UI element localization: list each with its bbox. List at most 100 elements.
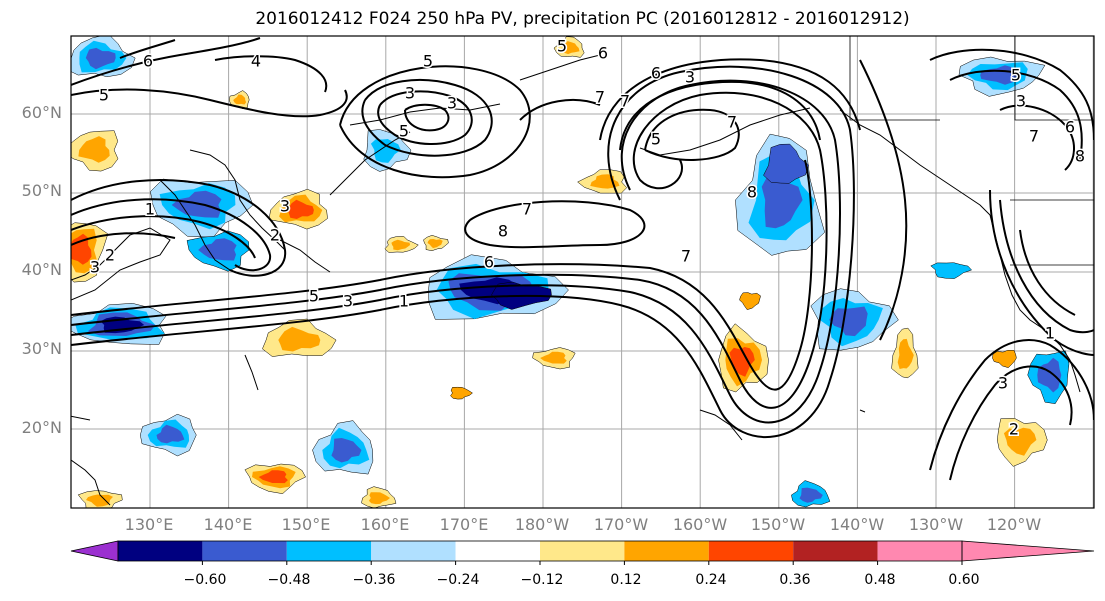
colorbar-segment (793, 541, 878, 561)
pv-contour (377, 90, 473, 145)
coastline (244, 354, 259, 391)
pv-contour (929, 48, 1094, 141)
contour-label: 3 (343, 292, 353, 311)
pv-contour (71, 159, 813, 391)
blob-pos (897, 338, 914, 369)
pv-contour (989, 189, 1094, 356)
lon-label-140e: 140°E (203, 515, 253, 534)
pv-contour (71, 179, 287, 277)
coastline (329, 131, 411, 196)
contour-label: 3 (280, 197, 290, 216)
colorbar-segment (371, 541, 456, 561)
lon-label-130w: 130°W (908, 515, 964, 534)
blob-pos (540, 351, 567, 364)
lon-label-180w: 180°W (514, 515, 570, 534)
blob-pos (427, 239, 443, 249)
lon-label-150w: 150°W (750, 515, 806, 534)
contour-label: 5 (423, 52, 433, 71)
blob-neg (1037, 357, 1062, 393)
pv-contour (949, 69, 1083, 161)
contour-label: 6 (1065, 118, 1075, 137)
contour-label: 5 (651, 130, 661, 149)
colorbar-segment (118, 541, 203, 561)
colorbar-segment (202, 541, 287, 561)
blob-neg (156, 424, 185, 444)
contour-label: 5 (309, 287, 319, 306)
contour-label: 8 (747, 183, 757, 202)
blob-pos (992, 350, 1017, 368)
blob-neg (198, 238, 237, 261)
colorbar-segment (540, 541, 625, 561)
lon-label-160e: 160°E (360, 515, 410, 534)
colorbar-tick-label: −0.60 (183, 572, 227, 588)
contour-label: 5 (399, 122, 409, 141)
contour-label: 5 (557, 37, 567, 56)
blob-neg (829, 306, 868, 337)
contour-label: 8 (498, 222, 508, 241)
coastline (859, 409, 866, 413)
blob-pos (561, 41, 580, 55)
blob-pos (86, 494, 113, 507)
contour-label: 7 (727, 113, 737, 132)
blob-pos (450, 386, 473, 400)
blob-neg (763, 143, 809, 184)
lat-label-40n: 40°N (21, 260, 62, 279)
contour-label: 7 (595, 88, 605, 107)
contour-label: 3 (685, 68, 695, 87)
blob-pos (278, 326, 321, 352)
coastline (699, 409, 743, 441)
lon-label-160w: 160°W (672, 515, 728, 534)
lon-label-150e: 150°E (281, 515, 331, 534)
blob-neg (331, 438, 362, 463)
pv-contour (361, 79, 493, 157)
contour-label: 2 (1009, 420, 1019, 439)
pv-contour (929, 339, 1094, 471)
colorbar-segment (708, 541, 794, 561)
blob-pos (287, 199, 314, 219)
lon-label-130e: 130°E (124, 515, 174, 534)
contour-label: 1 (1045, 324, 1055, 343)
coastline (349, 103, 501, 126)
pv-contour (71, 198, 272, 272)
pv-contour (1019, 229, 1076, 316)
blob-neg (799, 487, 823, 503)
coastline (1069, 359, 1081, 393)
blob-pos (368, 492, 390, 505)
coastline (71, 459, 111, 506)
colorbar-tick-label: −0.48 (267, 572, 311, 588)
contour-label: 3 (90, 258, 100, 277)
contour-label: 2 (270, 226, 280, 245)
contour-label: 4 (251, 52, 261, 71)
contour-label: 5 (1011, 66, 1021, 85)
pv-contour (71, 88, 348, 118)
pv-contour (949, 365, 1073, 481)
colorbar (70, 540, 1095, 565)
coastline (519, 54, 601, 81)
lon-label-170e: 170°E (439, 515, 489, 534)
colorbar-extend-low (70, 540, 119, 562)
contour-label: 1 (145, 200, 155, 219)
colorbar-segment (455, 541, 540, 561)
border-line (1014, 36, 1094, 121)
pv-contour (339, 65, 531, 179)
coastline (159, 179, 246, 276)
contour-label: 8 (1075, 147, 1085, 166)
blob-pos (729, 347, 755, 377)
contour-label: 6 (143, 52, 153, 71)
blob-pos (78, 136, 110, 163)
contour-label: 3 (1016, 92, 1026, 111)
contour-label: 2 (105, 246, 115, 265)
pv-contour (404, 103, 450, 132)
blob-pos (1003, 427, 1037, 456)
pv-contour (999, 104, 1075, 171)
map-frame (70, 35, 1095, 509)
coastline (279, 239, 331, 273)
blob-pos (739, 292, 761, 310)
blob-pos (71, 233, 92, 265)
colorbar-tick-label: 0.60 (948, 572, 980, 588)
lon-label-120w: 120°W (986, 515, 1042, 534)
blob-pos (233, 94, 247, 105)
contour-label: 5 (99, 86, 109, 105)
